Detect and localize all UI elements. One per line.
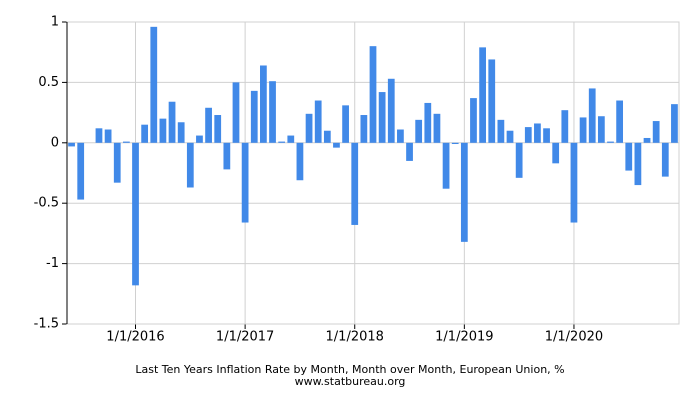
bar	[351, 142, 359, 225]
bar	[397, 129, 404, 143]
y-tick-label: -1	[46, 256, 59, 271]
y-tick-label: -1.5	[34, 317, 59, 332]
bar	[287, 135, 295, 143]
bar	[534, 123, 541, 143]
bar	[470, 98, 477, 143]
bar	[442, 142, 450, 189]
bar	[360, 115, 368, 143]
bar	[113, 142, 121, 183]
bar	[269, 81, 276, 143]
y-tick-label: 1	[51, 15, 59, 30]
bar	[415, 119, 423, 143]
bar	[168, 101, 176, 143]
bar	[579, 117, 587, 143]
bar	[214, 115, 222, 143]
x-tick-label: 1/1/2018	[326, 330, 384, 345]
chart-subtitle: www.statbureau.org	[295, 375, 406, 388]
bar	[634, 142, 642, 186]
x-tick-label: 1/1/2017	[216, 330, 274, 345]
bar	[296, 142, 304, 181]
bar	[232, 82, 240, 143]
bar	[196, 135, 203, 143]
bar	[250, 90, 258, 143]
bar	[588, 88, 596, 143]
bar	[479, 47, 486, 143]
chart-title: Last Ten Years Inflation Rate by Month, …	[135, 363, 564, 376]
bar	[177, 122, 185, 143]
bar	[241, 142, 249, 223]
bar	[497, 119, 505, 143]
bar	[488, 59, 496, 143]
y-tick-label: 0	[51, 135, 59, 150]
bar	[543, 128, 550, 143]
bar	[406, 142, 413, 161]
bar	[159, 118, 167, 143]
bar	[506, 130, 514, 143]
x-tick-label: 1/1/2019	[435, 330, 493, 345]
bar	[141, 124, 149, 143]
bar	[652, 121, 660, 143]
bar	[671, 104, 678, 143]
bar	[433, 113, 441, 143]
x-tick-label: 1/1/2020	[545, 330, 603, 345]
bar	[205, 107, 212, 143]
bar	[223, 142, 231, 170]
bar	[333, 142, 340, 148]
bar	[460, 142, 468, 242]
bar	[95, 128, 103, 143]
bar	[186, 142, 194, 188]
bar	[524, 127, 532, 143]
bar	[597, 116, 605, 143]
bar	[314, 100, 322, 143]
bar	[323, 130, 331, 143]
bar	[424, 102, 432, 143]
bar	[132, 142, 139, 286]
bar	[661, 142, 669, 177]
bar	[570, 142, 578, 223]
bar	[278, 141, 286, 143]
bar	[515, 142, 523, 178]
bar	[387, 78, 395, 143]
bar	[561, 110, 569, 143]
bar	[451, 142, 459, 145]
bar	[150, 26, 158, 143]
bar	[625, 142, 633, 171]
bar	[104, 129, 112, 143]
bar	[77, 142, 85, 200]
bar	[552, 142, 560, 164]
bar	[342, 105, 349, 143]
bar	[68, 142, 75, 147]
bar	[122, 141, 130, 143]
bar	[378, 92, 386, 143]
bar	[616, 100, 624, 143]
bar	[369, 46, 377, 143]
x-tick-label: 1/1/2016	[106, 330, 164, 345]
bar	[260, 65, 267, 143]
bar	[643, 137, 651, 143]
bar	[607, 141, 614, 143]
y-tick-label: 0.5	[38, 75, 59, 90]
y-tick-label: -0.5	[34, 196, 59, 211]
bar	[305, 113, 313, 143]
